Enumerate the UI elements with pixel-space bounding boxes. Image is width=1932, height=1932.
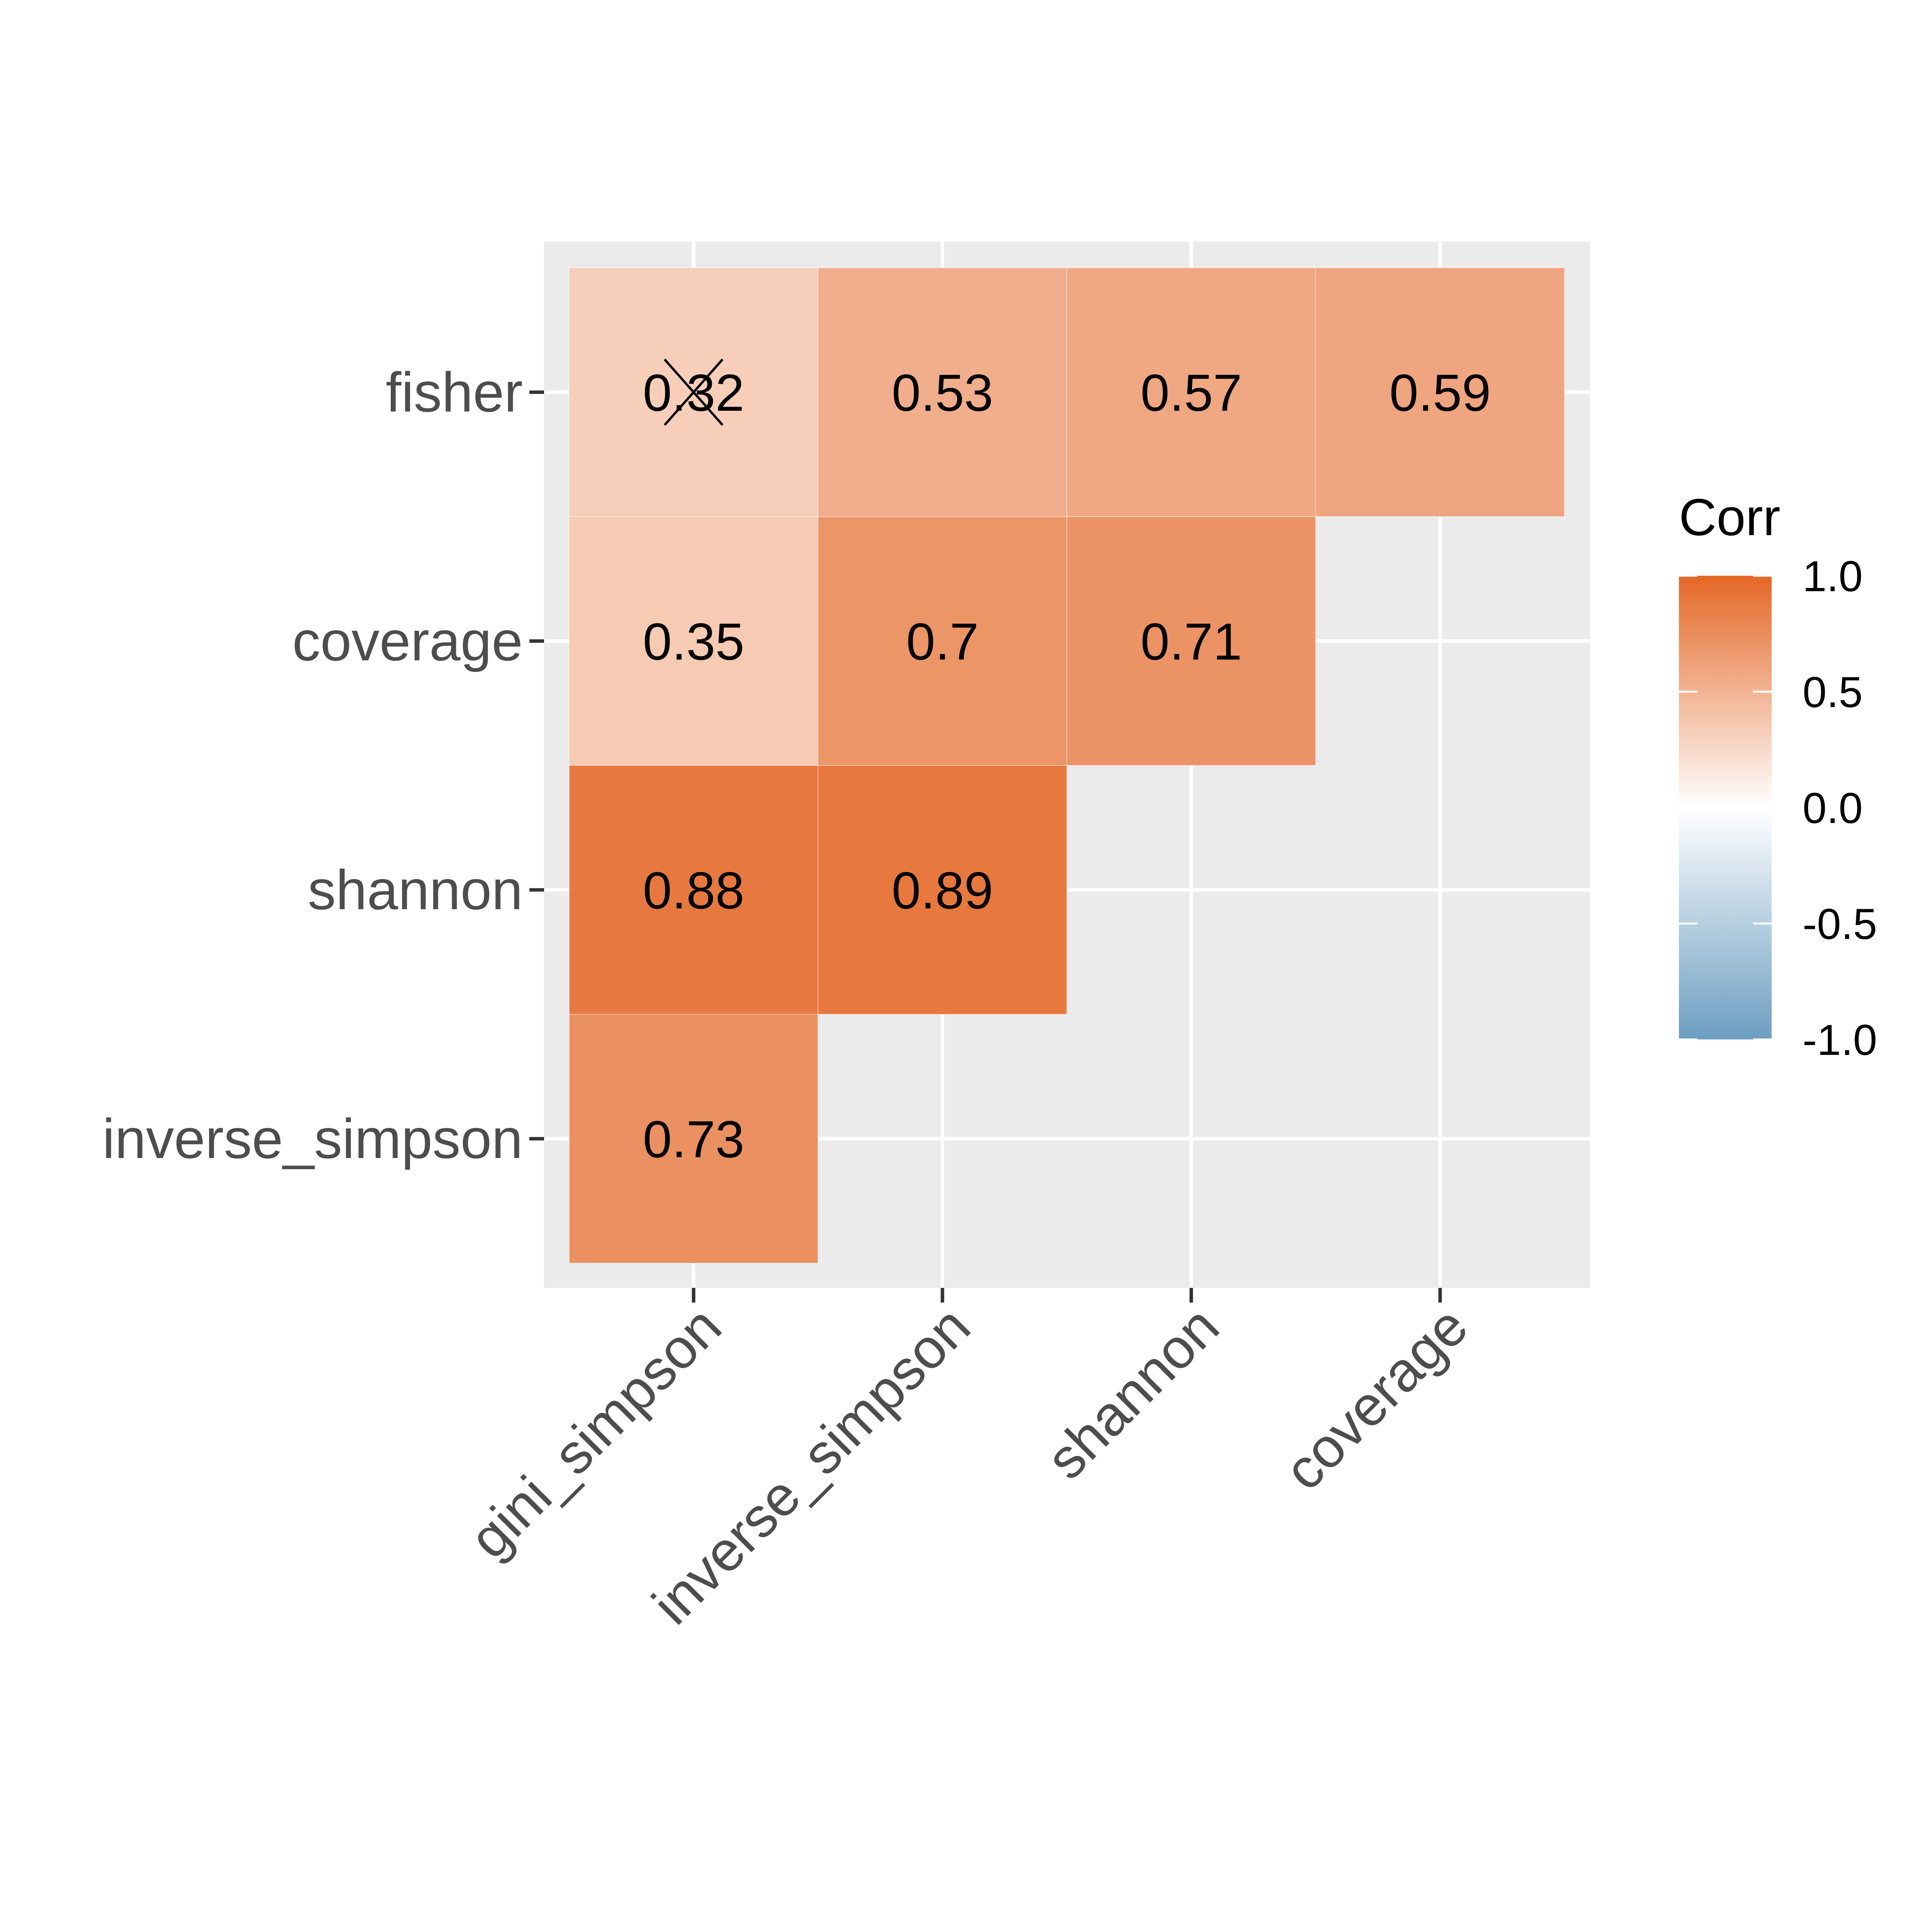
heatmap-cell [569,516,818,766]
y-axis-tick-label: coverage [293,610,523,672]
heatmap-cell [1315,267,1565,517]
insignificant-cross-mark [663,359,724,426]
legend-title: Corr [1679,488,1781,546]
heatmap-cell [818,267,1067,517]
y-axis-tick-label: fisher [386,361,523,423]
y-axis-tick-label: shannon [308,859,523,921]
cell-value-label: 0.57 [1141,364,1242,422]
cell-value-label: 0.35 [643,612,745,671]
y-axis-tick-label: inverse_simpson [102,1107,523,1170]
y-axis: fisher coverage shannon inverse_simpson [102,361,544,1170]
legend-tick-label: 0.5 [1803,668,1863,716]
cell-value-label: 0.59 [1389,364,1491,422]
heatmap-cell [569,765,818,1015]
cell-value-label: 0.71 [1141,612,1242,671]
cell-value-label: 0.53 [892,364,993,422]
legend: Corr 1.0 0.5 0.0 -0.5 -1.0 [1679,488,1877,1064]
cell-labels: 0.320.530.570.590.350.70.710.880.890.73 [643,359,1491,1168]
cell-value-label: 0.7 [906,612,979,671]
legend-tick-label: 0.0 [1803,784,1863,832]
legend-tick-label: -0.5 [1803,900,1877,948]
legend-tick-label: -1.0 [1803,1016,1877,1064]
x-axis-tick-label: gini_simpson [457,1294,733,1570]
cell-value-label: 0.73 [643,1110,745,1168]
x-axis-tick-label: shannon [1034,1294,1231,1491]
legend-ticks: 1.0 0.5 0.0 -0.5 -1.0 [1679,552,1877,1064]
heatmap-cell [569,1014,818,1264]
x-axis-tick-label: coverage [1272,1294,1480,1502]
heatmap-cell [1066,516,1316,766]
cell-value-label: 0.88 [643,861,745,920]
heatmap-cell [818,765,1067,1015]
cell-value-label: 0.89 [892,861,993,920]
heatmap-cell [1066,267,1316,517]
legend-tick-label: 1.0 [1803,552,1863,600]
heatmap-cell [818,516,1067,766]
